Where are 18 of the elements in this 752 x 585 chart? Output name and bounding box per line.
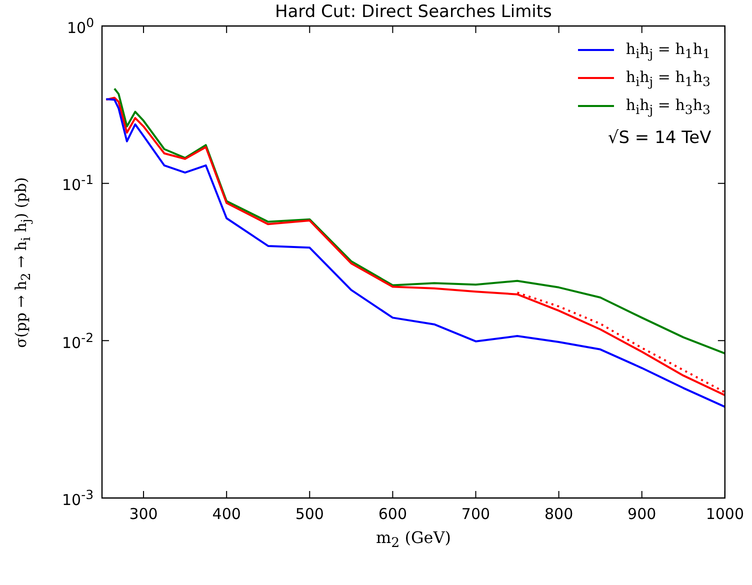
annotation: √S = 14 TeV	[608, 128, 712, 148]
y-tick-label: 10$^{-1}$	[62, 172, 94, 194]
x-tick-label: 800	[544, 504, 574, 523]
legend-label: h$_{i}$h$_{j}$ = h$_{3}$h$_{3}$	[626, 96, 710, 116]
y-tick-label: 10$^{-2}$	[62, 330, 94, 352]
chart-title: Hard Cut: Direct Searches Limits	[274, 2, 552, 22]
y-tick-label: 10$^{-3}$	[62, 487, 94, 509]
legend-label: h$_{i}$h$_{j}$ = h$_{1}$h$_{3}$	[626, 68, 710, 88]
y-tick-label: 10$^{0}$	[67, 15, 94, 37]
x-tick-label: 300	[129, 504, 158, 523]
x-axis-title: m$_{2}$ (GeV)	[376, 528, 451, 552]
x-tick-label: 600	[378, 504, 408, 523]
x-tick-label: 1000	[706, 504, 744, 523]
legend-label: h$_{i}$h$_{j}$ = h$_{1}$h$_{1}$	[626, 40, 710, 60]
x-tick-label: 500	[295, 504, 324, 523]
x-tick-label: 700	[461, 504, 490, 523]
x-tick-label: 400	[212, 504, 241, 523]
x-tick-label: 900	[628, 504, 656, 523]
